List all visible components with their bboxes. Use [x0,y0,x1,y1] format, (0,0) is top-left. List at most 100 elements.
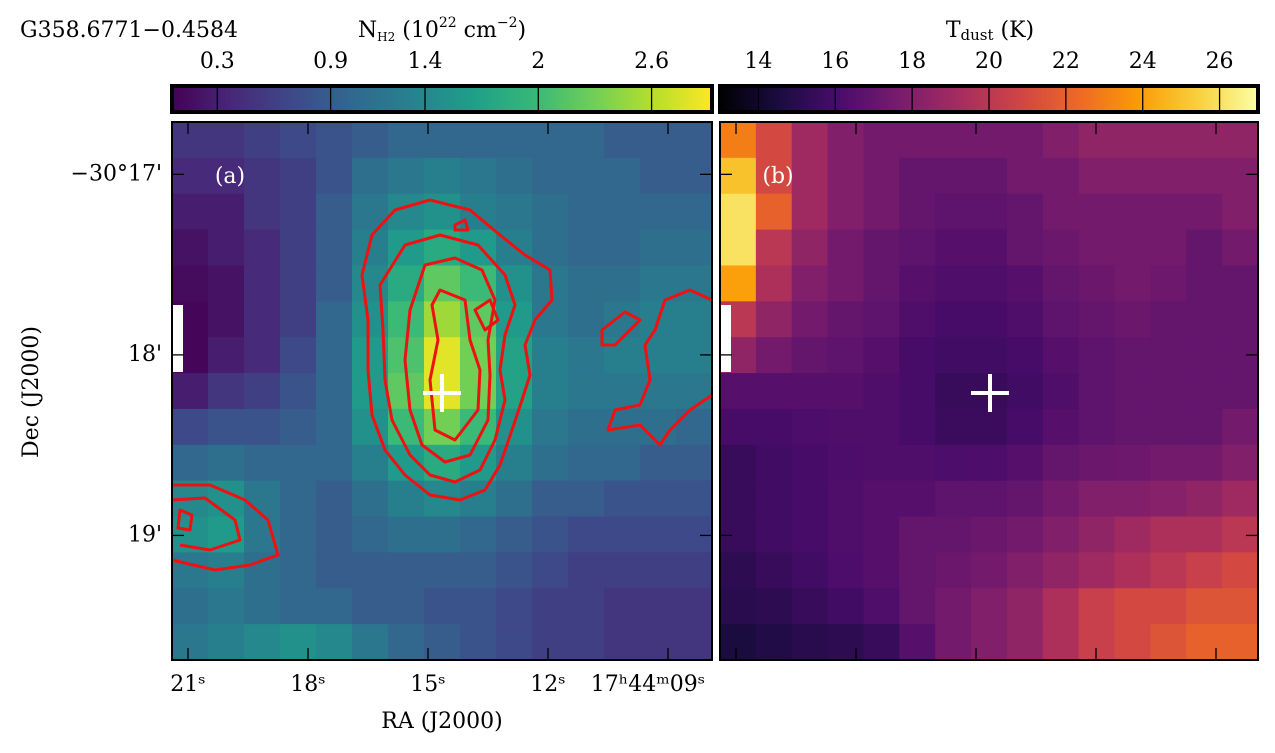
heatmap-cell [971,157,1008,195]
contour [378,233,517,484]
contour [453,218,470,232]
heatmap-cell [244,193,281,231]
heatmap-cell [1006,480,1044,518]
colorbar [170,84,714,114]
heatmap-cell [172,193,209,231]
heatmap-cell [1042,157,1080,195]
heatmap-cell [1114,122,1151,159]
heatmap-cell [1078,301,1116,338]
heatmap-cell [720,122,757,159]
heatmap-cell [640,588,677,625]
colorbar-tick-label: 20 [975,49,1003,74]
x-axis-label: RA (J2000) [381,709,502,734]
heatmap-cell [172,588,209,625]
heatmap-cell [720,193,757,231]
heatmap-cell [720,552,757,589]
heatmap-cell [1042,337,1080,374]
heatmap-cell [244,408,281,446]
heatmap-cell [532,480,569,518]
cross-marker [971,374,1009,412]
heatmap-cell [1150,157,1187,195]
heatmap-cell [388,552,425,589]
heatmap-cell [720,408,757,446]
panel-frame [719,121,1259,661]
heatmap-cell [1222,552,1259,589]
panel-frame [171,121,713,661]
heatmap-cell [280,373,317,410]
heatmap-cell [755,516,793,553]
heatmap-cell [755,552,793,589]
heatmap-cell [1150,624,1187,661]
heatmap-cell [532,122,569,159]
heatmap-cell [755,373,793,410]
heatmap-cell [676,193,713,231]
heatmap-cell [935,480,972,518]
heatmap-cell [532,624,569,661]
heatmap-cell [1150,480,1187,518]
heatmap-cell [827,122,865,159]
heatmap-cell [1006,122,1044,159]
heatmap-cell [935,552,972,589]
heatmap-cell [1222,301,1259,338]
heatmap-cell [604,480,641,518]
colorbar-tick-label: 0.3 [200,49,235,74]
heatmap-cell [676,444,713,482]
heatmap-cell [640,552,677,589]
heatmap-cell [827,516,865,553]
heatmap-cell [791,624,829,661]
heatmap-cell [935,408,972,446]
heatmap-cell [1006,444,1044,482]
heatmap-cell [899,122,936,159]
heatmap-cell [899,516,936,553]
heatmap-cell [863,301,900,338]
heatmap-cell [1042,301,1080,338]
heatmap-cell [720,265,757,302]
heatmap-cell [1042,588,1080,625]
heatmap-cell [827,373,865,410]
heatmap-cell [172,552,209,589]
heatmap-cell [604,301,641,338]
heatmap-cell [863,373,900,410]
heatmap-cell [755,193,793,231]
heatmap-cell [640,229,677,267]
heatmap-cell [899,301,936,338]
heatmap-cell [640,624,677,661]
contour [171,496,242,552]
heatmap-cell [755,480,793,518]
heatmap-cell [755,122,793,159]
heatmap-cell [460,624,497,661]
heatmap-cell [172,229,209,267]
heatmap-cell [1222,265,1259,302]
colorbar-tick-label: 26 [1206,49,1234,74]
heatmap-cell [1114,301,1151,338]
heatmap-cell [1006,229,1044,267]
heatmap-cell [316,408,353,446]
heatmap-cell [280,516,317,553]
heatmap-cell [1006,516,1044,553]
contour [600,310,642,347]
heatmap-cell [316,193,353,231]
heatmap-cell [424,588,461,625]
heatmap-cell [1078,122,1116,159]
heatmap-cell [604,552,641,589]
heatmap-cell [899,265,936,302]
heatmap-cell [1186,265,1223,302]
heatmap-cell [971,408,1008,446]
heatmap-cell [604,624,641,661]
heatmap-cell [568,516,605,553]
heatmap-cell [755,301,793,338]
heatmap-cell [1150,408,1187,446]
heatmap-cell [1114,193,1151,231]
colorbar-tick-label: 18 [898,49,926,74]
heatmap-cell [899,624,936,661]
heatmap-cell [208,229,245,267]
heatmap-cell [532,552,569,589]
heatmap-cell [280,480,317,518]
heatmap-cell [208,265,245,302]
heatmap-cell [791,193,829,231]
heatmap-cell [424,516,461,553]
heatmap-cell [899,552,936,589]
heatmap-cell [935,265,972,302]
heatmap-cell [755,444,793,482]
heatmap-cell [1042,552,1080,589]
